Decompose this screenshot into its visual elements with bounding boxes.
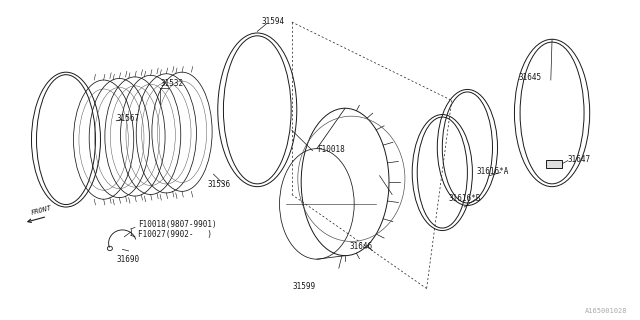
FancyBboxPatch shape [546,160,562,168]
Text: 31599: 31599 [292,282,316,291]
Text: 31532: 31532 [160,79,183,88]
Text: 31645: 31645 [518,73,541,82]
Text: 31647: 31647 [568,155,591,164]
Text: 31594: 31594 [261,17,285,26]
Text: 31616*B: 31616*B [449,194,481,203]
Text: F10018: F10018 [317,145,344,154]
Text: 31536: 31536 [207,180,230,189]
Text: 31616*A: 31616*A [477,167,509,176]
Text: F10018(9807-9901): F10018(9807-9901) [138,220,217,229]
Text: FRONT: FRONT [30,204,52,216]
Text: A165001028: A165001028 [585,308,627,314]
Text: 31646: 31646 [349,242,372,252]
Text: F10027(9902-   ): F10027(9902- ) [138,230,212,239]
Text: 31567: 31567 [116,114,140,123]
Text: 31690: 31690 [116,255,140,264]
